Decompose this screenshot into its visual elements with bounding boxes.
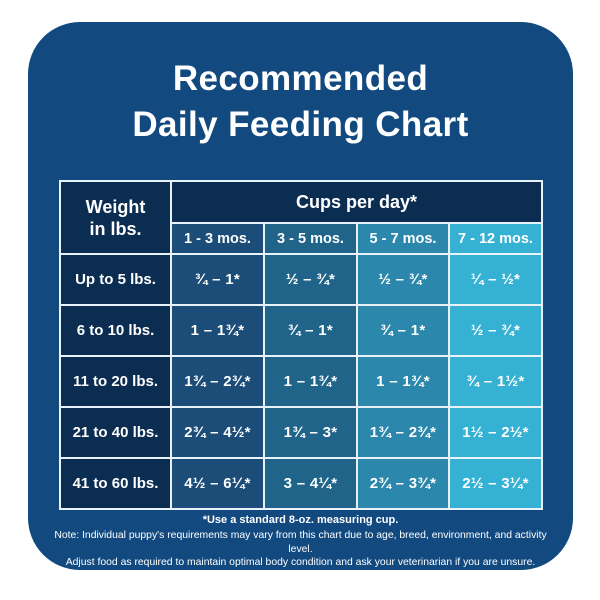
feeding-value: 2¾ – 3¾* — [358, 459, 448, 508]
page-title: Recommended Daily Feeding Chart — [28, 56, 573, 148]
note-line-2: Adjust food as required to maintain opti… — [65, 557, 536, 568]
feeding-value: 1¾ – 2¾* — [172, 357, 263, 406]
feeding-value: 1½ – 2½* — [450, 408, 541, 457]
feeding-value: ¾ – 1* — [358, 306, 448, 355]
weight-row-label: 41 to 60 lbs. — [61, 459, 170, 508]
age-header-5-7-mos: 5 - 7 mos. — [358, 224, 448, 253]
weight-row-label: 21 to 40 lbs. — [61, 408, 170, 457]
cups-per-day-header: Cups per day* — [172, 182, 541, 222]
feeding-value: ½ – ¾* — [450, 306, 541, 355]
feeding-value: ½ – ¾* — [265, 255, 356, 304]
feeding-value: 2¾ – 4½* — [172, 408, 263, 457]
feeding-value: ¾ – 1* — [265, 306, 356, 355]
title-line-2: Daily Feeding Chart — [132, 105, 469, 144]
feeding-table: Weight in lbs. Cups per day* 1 - 3 mos. … — [59, 180, 543, 510]
note-line-1: Note: Individual puppy's requirements ma… — [54, 530, 547, 555]
footnotes: *Use a standard 8-oz. measuring cup. Not… — [28, 514, 573, 570]
age-header-7-12-mos: 7 - 12 mos. — [450, 224, 541, 253]
feeding-value: ¾ – 1½* — [450, 357, 541, 406]
weight-row-label: Up to 5 lbs. — [61, 255, 170, 304]
age-header-3-5-mos: 3 - 5 mos. — [265, 224, 356, 253]
feeding-value: ¼ – ½* — [450, 255, 541, 304]
feeding-chart-card: Recommended Daily Feeding Chart Weight i… — [28, 22, 573, 570]
weight-row-label: 6 to 10 lbs. — [61, 306, 170, 355]
feeding-value: 1 – 1¾* — [358, 357, 448, 406]
feeding-value: ¾ – 1* — [172, 255, 263, 304]
feeding-value: 1 – 1¾* — [265, 357, 356, 406]
title-line-1: Recommended — [172, 59, 429, 98]
weight-row-label: 11 to 20 lbs. — [61, 357, 170, 406]
feeding-value: 1¾ – 3* — [265, 408, 356, 457]
age-header-1-3-mos: 1 - 3 mos. — [172, 224, 263, 253]
feeding-value: 4½ – 6¼* — [172, 459, 263, 508]
feeding-value: ½ – ¾* — [358, 255, 448, 304]
feeding-value: 3 – 4¼* — [265, 459, 356, 508]
feeding-value: 1¾ – 2¾* — [358, 408, 448, 457]
feeding-value: 1 – 1¾* — [172, 306, 263, 355]
feeding-value: 2½ – 3¼* — [450, 459, 541, 508]
measuring-cup-note: *Use a standard 8-oz. measuring cup. — [202, 514, 399, 526]
weight-column-header: Weight in lbs. — [61, 182, 170, 253]
